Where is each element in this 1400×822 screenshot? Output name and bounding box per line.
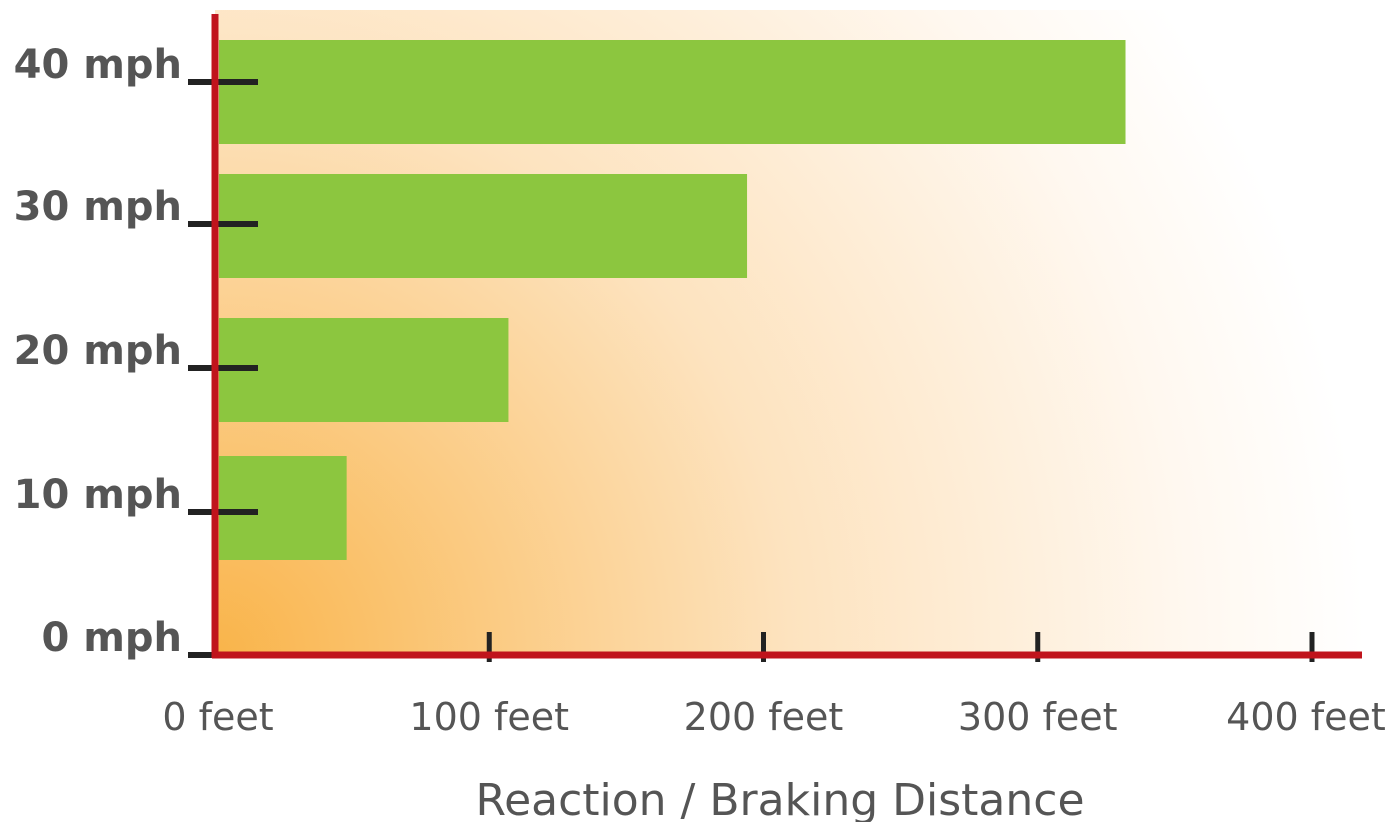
bar-10-mph <box>219 456 347 560</box>
x-axis-title: Reaction / Braking Distance <box>475 775 1084 822</box>
bars-layer <box>219 40 1126 560</box>
bar-20-mph <box>219 318 509 422</box>
bar-40-mph <box>219 40 1126 144</box>
y-tick-label: 40 mph <box>14 42 182 88</box>
x-tick-label: 0 feet <box>162 695 273 739</box>
x-tick-label: 400 feet <box>1226 695 1386 739</box>
x-tick-label: 300 feet <box>958 695 1118 739</box>
y-tick-label: 30 mph <box>14 184 182 230</box>
x-tick-label: 100 feet <box>409 695 569 739</box>
x-tick-label: 200 feet <box>684 695 844 739</box>
y-tick-label: 10 mph <box>14 472 182 518</box>
bar-30-mph <box>219 174 748 278</box>
y-tick-label: 0 mph <box>41 615 182 661</box>
y-tick-label: 20 mph <box>14 328 182 374</box>
y-ticks-layer: 0 mph 10 mph 20 mph 30 mph 40 mph <box>14 42 258 661</box>
